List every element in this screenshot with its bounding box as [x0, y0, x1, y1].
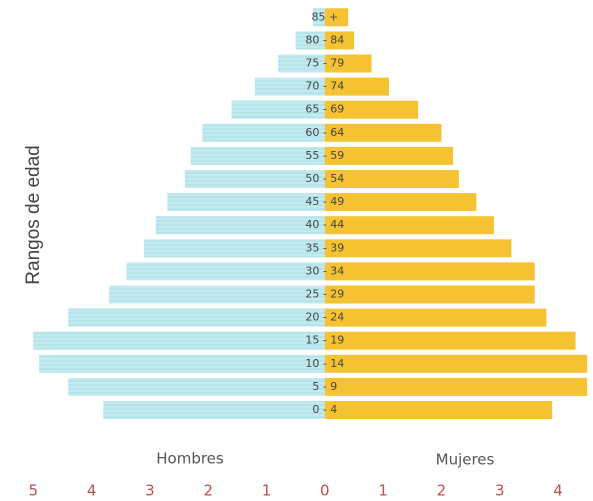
age-label: 20 - 24 [305, 311, 344, 324]
bar [324, 54, 372, 73]
age-label: 75 - 79 [305, 57, 344, 70]
bar [324, 31, 354, 50]
y-axis-label: Rangos de edad [23, 145, 44, 284]
bar [324, 262, 535, 281]
bar-texture [184, 170, 325, 188]
x-tick-label: 2 [437, 482, 447, 500]
bar-texture [109, 285, 325, 304]
x-tick-label: 3 [145, 482, 155, 500]
bar [324, 216, 494, 235]
x-tick-label: 3 [495, 482, 505, 500]
bar-texture [231, 100, 325, 119]
x-tick-label: 4 [553, 482, 563, 500]
bar [324, 100, 419, 119]
age-label: 40 - 44 [305, 218, 344, 231]
right-label: Mujeres [436, 451, 495, 469]
age-label: 10 - 14 [305, 357, 344, 370]
bar-texture [202, 123, 325, 142]
age-label: 45 - 49 [305, 195, 344, 208]
age-label: 55 - 59 [305, 149, 344, 162]
bar [324, 170, 459, 188]
bar [324, 354, 588, 373]
x-tick-label: 0 [320, 482, 330, 500]
bar [324, 308, 547, 327]
bar [324, 193, 477, 212]
bar-texture [33, 331, 325, 350]
bar [324, 8, 349, 27]
age-label: 15 - 19 [305, 334, 344, 347]
bar [324, 401, 553, 419]
x-tick-label: 4 [87, 482, 97, 500]
age-label: 30 - 34 [305, 264, 344, 277]
age-label: 5 - 9 [312, 380, 337, 393]
bar [324, 331, 576, 350]
bar [324, 146, 454, 165]
bar-texture [295, 31, 325, 50]
bar [324, 377, 588, 396]
age-label: 0 - 4 [312, 403, 337, 416]
bar-texture [126, 262, 325, 281]
x-tick-label: 2 [203, 482, 213, 500]
age-label: 80 - 84 [305, 33, 344, 46]
age-label: 70 - 74 [305, 80, 344, 93]
bar-texture [155, 216, 325, 235]
x-tick-label: 1 [262, 482, 272, 500]
bar-texture [39, 354, 325, 373]
bar [324, 285, 535, 304]
bar-texture [313, 8, 325, 27]
bar [324, 77, 389, 96]
left-label: Hombres [156, 450, 224, 468]
bar-texture [190, 146, 325, 165]
bar-texture [68, 308, 325, 327]
age-label: 50 - 54 [305, 172, 344, 185]
x-tick-label: 1 [378, 482, 388, 500]
bar [324, 239, 512, 258]
bar-texture [103, 401, 325, 419]
bar-texture [167, 193, 325, 212]
bar [324, 123, 442, 142]
bar-texture [278, 54, 325, 73]
age-label: 65 - 69 [305, 103, 344, 116]
x-tick-label: 5 [29, 482, 39, 500]
age-label: 25 - 29 [305, 288, 344, 301]
bar-texture [68, 377, 325, 396]
bar-texture [254, 77, 325, 96]
age-label: 85 + [311, 10, 338, 23]
age-label: 60 - 64 [305, 126, 344, 139]
age-label: 35 - 39 [305, 241, 344, 254]
bar-texture [144, 239, 325, 258]
